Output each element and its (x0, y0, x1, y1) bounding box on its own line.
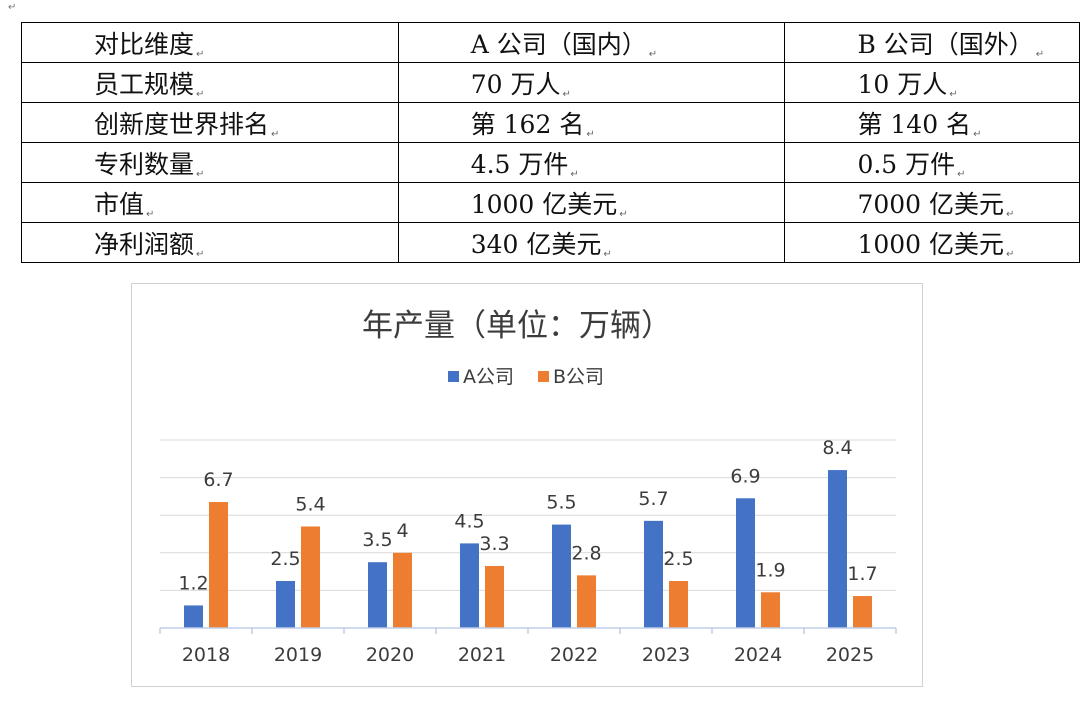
bar-a (184, 605, 203, 628)
gridlines (160, 439, 896, 591)
data-label-b: 1.7 (847, 563, 877, 585)
table-cell: 4.5 万件 ↵ (397, 142, 786, 183)
x-tick-label: 2021 (458, 644, 506, 666)
table-row: 创新度世界排名↵ 第 162 名↵ 第 140 名↵↵ (21, 102, 1080, 143)
bar-b (209, 502, 228, 628)
table-row: 专利数量↵ 4.5 万件↵ 0.5 万件↵↵ (21, 142, 1080, 183)
chart-title: 年产量（单位：万辆） (362, 308, 672, 344)
table-cell: 0.5 万件↵↵ (784, 142, 1080, 183)
data-label-b: 1.9 (755, 559, 785, 581)
table-cell: 专利数量 ↵ (21, 142, 399, 183)
table-row: 市值↵ 1000 亿美元↵ 7000 亿美元↵↵ (21, 182, 1080, 223)
legend-swatch-b (538, 371, 549, 382)
bar-a (828, 470, 847, 628)
data-label-b: 2.8 (571, 542, 601, 564)
x-axis: 2018 2019 2020 2021 2022 2023 2024 2025 (159, 627, 897, 666)
x-tick-label: 2020 (366, 644, 414, 666)
table-row: 净利润额↵ 340 亿美元↵ 1000 亿美元↵↵ (21, 222, 1080, 263)
data-label-a: 6.9 (730, 465, 760, 487)
comparison-table: 对比维度↵ A 公司（国内）↵ B 公司（国外）↵↵ 员工规模↵ 70 万人↵ … (21, 22, 1080, 263)
x-tick-label: 2024 (734, 644, 782, 666)
data-labels: 1.2 6.7 2.5 5.4 3.5 4 4.53.3 5.5 2.8 5.7 2.5 6.9 1.9… (178, 437, 877, 594)
bar-b (301, 526, 320, 628)
x-tick-label: 2025 (826, 644, 874, 666)
data-label-a: 1.2 (178, 572, 208, 594)
table-cell: 1000 亿美元 ↵ (397, 182, 786, 223)
data-label-a: 4.5 (454, 510, 484, 532)
bar-b (761, 592, 780, 628)
bar-b (853, 596, 872, 628)
data-label-a: 8.4 (822, 437, 852, 459)
chart-legend: A公司 B公司 (448, 366, 604, 388)
x-tick-label: 2023 (642, 644, 690, 666)
table-row: 员工规模↵ 70 万人↵ 10 万人↵↵ (21, 62, 1080, 103)
bar-b (485, 565, 504, 628)
bar-a (460, 543, 479, 628)
table-cell: 1000 亿美元↵↵ (784, 222, 1080, 263)
table-header-cell: A 公司（国内） ↵ (397, 22, 786, 63)
bar-b (393, 552, 412, 628)
bars (184, 470, 872, 628)
legend-label-b: B公司 (553, 366, 604, 388)
table-header-cell: 对比维度 ↵ (21, 22, 399, 63)
table-cell: 创新度世界排名 ↵ (21, 102, 399, 143)
table-cell: 净利润额 ↵ (21, 222, 399, 263)
data-label-b: 3.3 (479, 533, 509, 555)
data-label-a: 5.5 (546, 492, 576, 514)
table-cell: 员工规模 ↵ (21, 62, 399, 103)
bar-a (644, 520, 663, 628)
data-label-b: 4 (396, 520, 408, 542)
production-chart: 年产量（单位：万辆） A公司 B公司 1.2 6.7 2.5 5.4 3.5 4 4.5 3.… (131, 283, 923, 687)
chart-canvas: 年产量（单位：万辆） A公司 B公司 1.2 6.7 2.5 5.4 3.5 4 4.53.… (159, 308, 897, 666)
table-cell: 第 162 名 ↵ (397, 102, 786, 143)
bar-b (669, 581, 688, 628)
legend-label-a: A公司 (463, 366, 514, 388)
table-cell: 第 140 名↵↵ (784, 102, 1080, 143)
x-tick-label: 2022 (550, 644, 598, 666)
bar-a (276, 581, 295, 628)
data-label-a: 2.5 (270, 548, 300, 570)
table-header-cell: B 公司（国外）↵↵ (784, 22, 1080, 63)
table-cell: 70 万人 ↵ (397, 62, 786, 103)
data-label-b: 2.5 (663, 548, 693, 570)
bar-a (736, 498, 755, 628)
table-cell: 7000 亿美元↵↵ (784, 182, 1080, 223)
legend-swatch-a (448, 371, 459, 382)
bar-a (368, 562, 387, 628)
data-label-a: 3.5 (362, 529, 392, 551)
x-tick-label: 2018 (182, 644, 230, 666)
data-label-b: 6.7 (203, 469, 233, 491)
paragraph-mark: ↵ (8, 2, 17, 13)
bar-a (552, 524, 571, 628)
table-cell: 340 亿美元 ↵ (397, 222, 786, 263)
table-cell: 10 万人↵↵ (784, 62, 1080, 103)
table-cell: 市值 ↵ (21, 182, 399, 223)
table-header-row: 对比维度↵ A 公司（国内）↵ B 公司（国外）↵↵ (21, 22, 1080, 63)
data-label-a: 5.7 (638, 488, 668, 510)
bar-b (577, 575, 596, 628)
data-label-b: 5.4 (295, 493, 325, 515)
x-tick-label: 2019 (274, 644, 322, 666)
